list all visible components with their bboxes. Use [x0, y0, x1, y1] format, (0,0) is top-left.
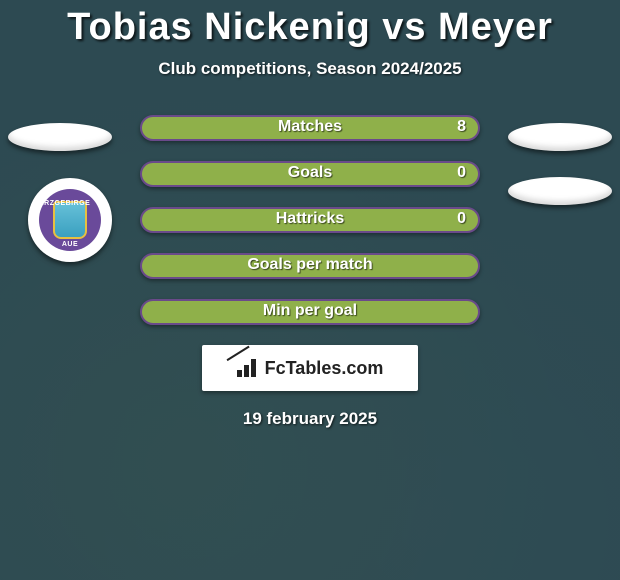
branding-badge[interactable]: FcTables.com — [202, 345, 418, 391]
stat-label: Goals — [142, 164, 478, 182]
player-left-placeholder — [8, 123, 112, 151]
chart-icon — [237, 359, 259, 377]
comparison-card: Tobias Nickenig vs Meyer Club competitio… — [0, 0, 620, 580]
club-crest: FC ERZGEBIRGE AUE — [39, 189, 101, 251]
club-name-top: FC ERZGEBIRGE — [39, 193, 101, 207]
page-title: Tobias Nickenig vs Meyer — [0, 0, 620, 49]
stat-label: Hattricks — [142, 210, 478, 228]
stat-value: 0 — [457, 164, 466, 182]
stat-row: Matches 8 — [140, 115, 480, 141]
stat-row: Goals per match — [140, 253, 480, 279]
club-logo-left: FC ERZGEBIRGE AUE — [28, 178, 112, 262]
stat-value: 8 — [457, 118, 466, 136]
stat-row: Min per goal — [140, 299, 480, 325]
stat-label: Min per goal — [142, 302, 478, 320]
page-subtitle: Club competitions, Season 2024/2025 — [0, 59, 620, 79]
player-right-placeholder-1 — [508, 123, 612, 151]
stat-row: Hattricks 0 — [140, 207, 480, 233]
stat-value: 0 — [457, 210, 466, 228]
page-date: 19 february 2025 — [0, 409, 620, 429]
stat-row: Goals 0 — [140, 161, 480, 187]
player-right-placeholder-2 — [508, 177, 612, 205]
branding-text: FcTables.com — [265, 358, 384, 379]
club-name-bottom: AUE — [62, 241, 78, 248]
stat-label: Goals per match — [142, 256, 478, 274]
stat-label: Matches — [142, 118, 478, 136]
